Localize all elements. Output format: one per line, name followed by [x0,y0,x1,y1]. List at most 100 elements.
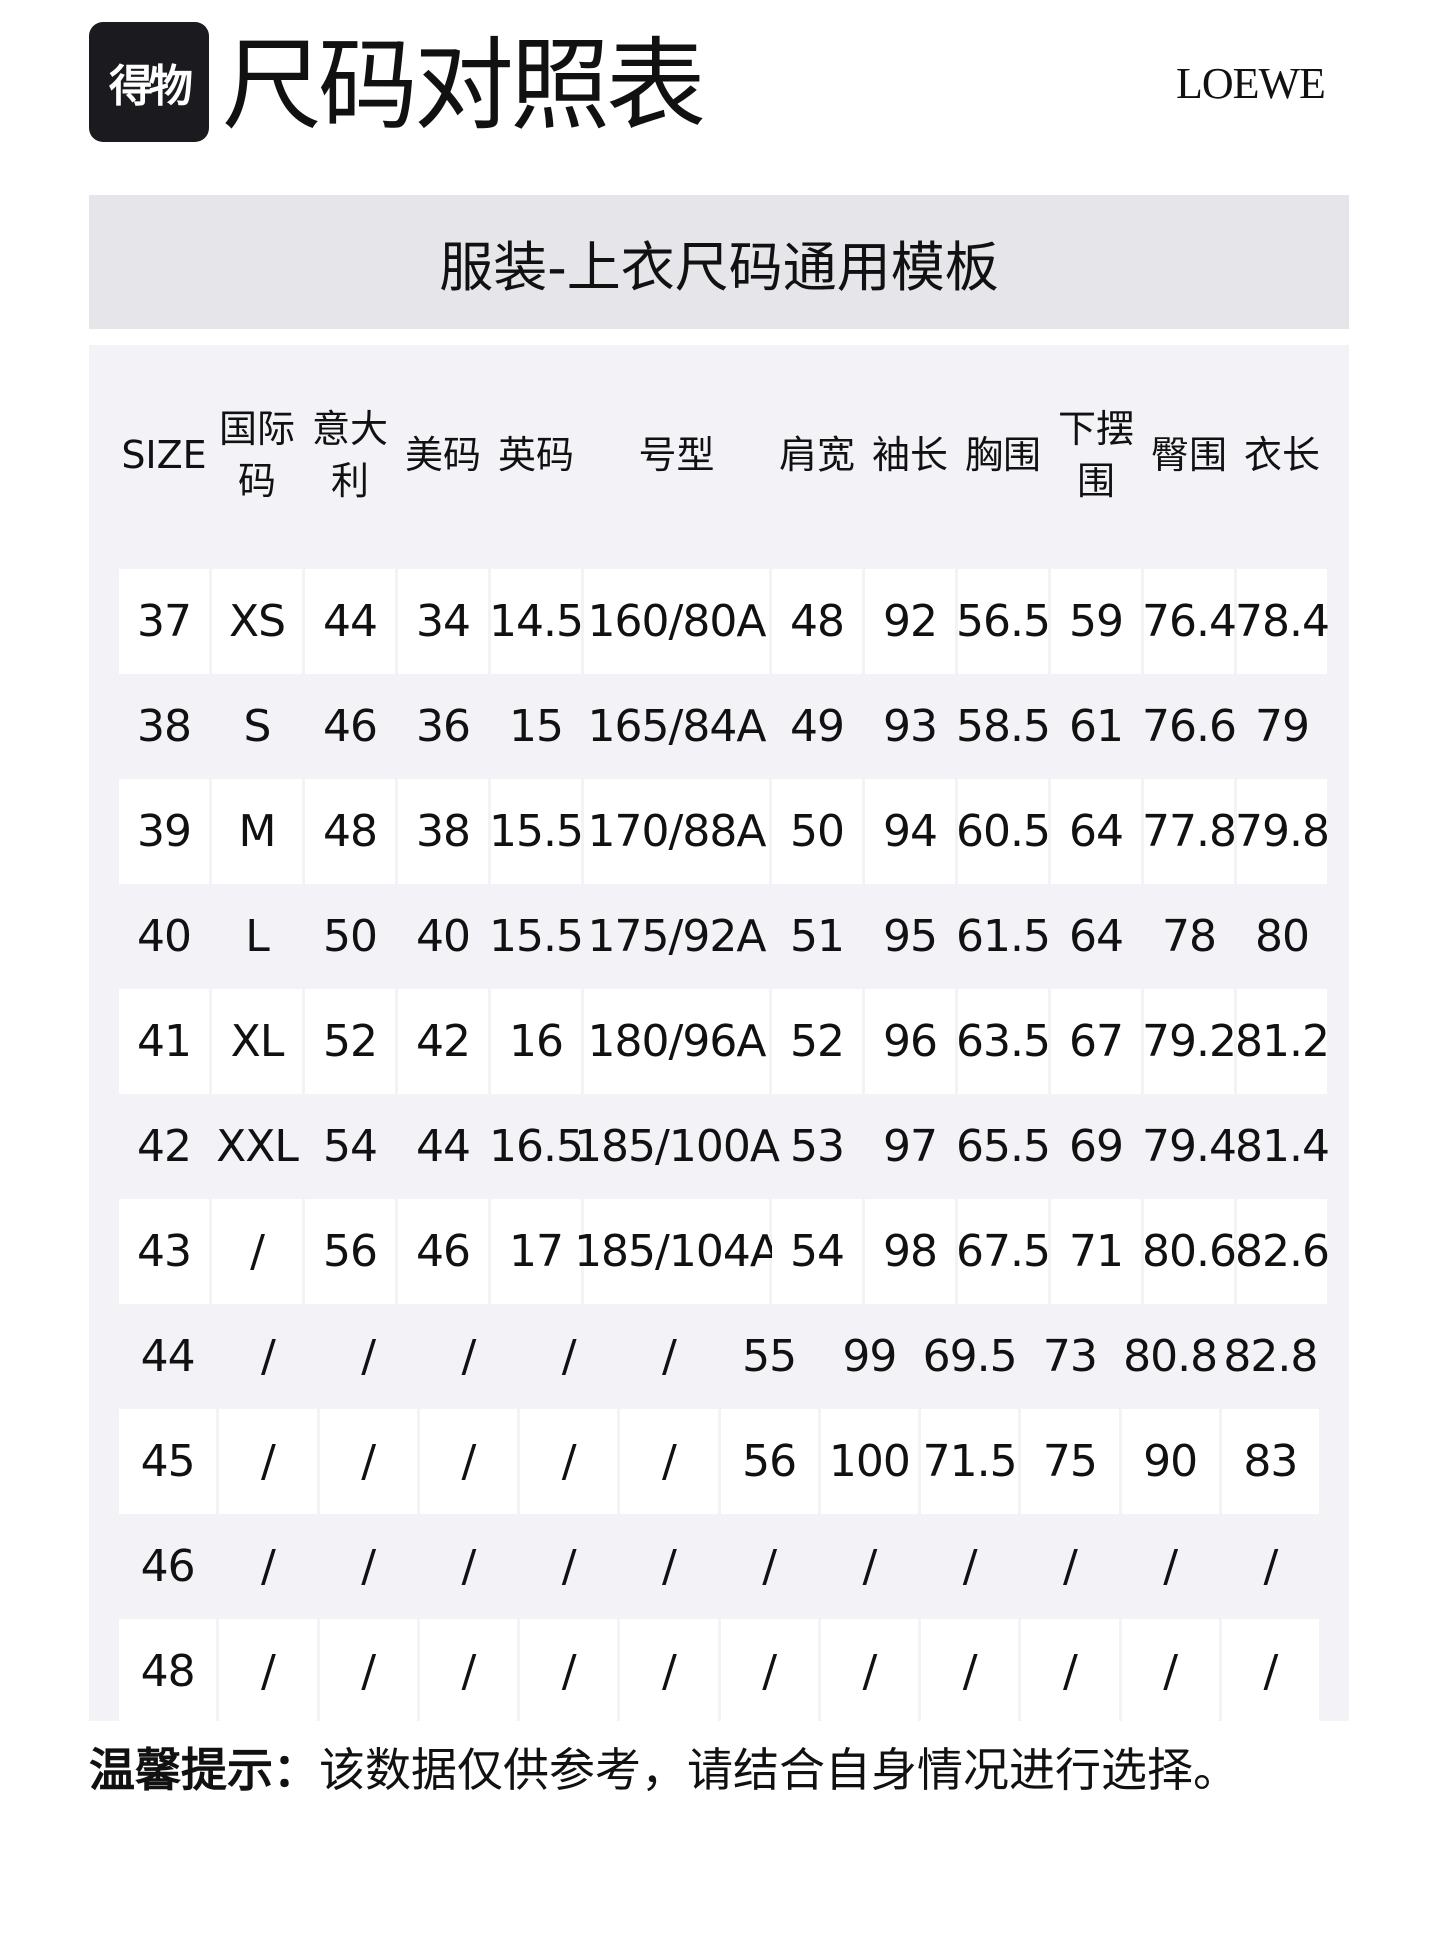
table-cell: / [720,1619,818,1721]
table-cell: 180/96A [584,989,769,1094]
table-cell: 17 [491,1199,581,1304]
table-cell: 61 [1069,701,1124,752]
table-cell: / [921,1619,1019,1721]
column-header: 美码 [404,433,481,477]
table-cell: 92 [865,569,955,674]
table-cell: 80.8 [1123,1331,1218,1382]
table-cell: 73 [1042,1331,1098,1382]
table-cell: M [212,779,302,884]
table-cell: / [319,1619,417,1721]
table-cell: 42 [137,1121,192,1172]
footnote: 温馨提示：该数据仅供参考，请结合自身情况进行选择。 [89,1740,1239,1800]
table-cell: / [862,1541,877,1592]
table-cell: 95 [883,911,938,962]
table-cell: 67 [1051,989,1141,1094]
table-cell: 15.5 [489,779,584,884]
table-cell: 15.5 [489,911,584,962]
table-cell: / [762,1541,777,1592]
table-cell: 81.4 [1235,1121,1330,1172]
table-cell: 97 [883,1121,938,1172]
table-cell: / [1121,1619,1219,1721]
table-cell: / [620,1619,718,1721]
column-header: SIZE [121,433,207,477]
table-title-banner: 服装-上衣尺码通用模板 [89,195,1349,329]
table-cell: / [260,1331,276,1382]
column-header: 下摆 围 [1057,407,1134,503]
table-cell: 79.2 [1142,989,1237,1094]
table-cell: 77.8 [1142,779,1237,884]
table-cell: / [461,1541,476,1592]
table-cell: / [1263,1541,1278,1592]
table-cell: 75 [1021,1409,1119,1514]
table-cell: 160/80A [584,569,769,674]
table-cell: / [219,1409,317,1514]
table-cell: 81.2 [1235,989,1330,1094]
table-row: 42 XXL 54 44 16.5 185/100A 53 97 65.5 69 79.4 81.4 [119,1094,1330,1199]
table-cell: / [361,1331,376,1382]
table-cell: 78.4 [1235,569,1330,674]
table-cell: 83 [1221,1409,1319,1514]
table-cell: 79.8 [1235,779,1330,884]
table-row: 39 M 48 38 15.5 170/88A 50 94 60.5 64 77.8 79.8 [119,779,1330,884]
table-cell: 99 [842,1331,897,1382]
table-cell: 79 [1255,701,1310,752]
table-cell: / [260,1541,276,1592]
table-cell: 71.5 [921,1409,1019,1514]
column-header: 袖长 [871,433,948,477]
table-cell: 185/104A [574,1199,780,1304]
column-header: 肩宽 [778,433,855,477]
table-cell: 50 [323,911,378,962]
table-cell: 39 [119,779,209,884]
size-table: SIZE 国际 码意大 利美码 英码 号型 肩宽 袖长 胸围 下摆 围臀围 衣长 37 XS 44 3… [89,345,1349,1721]
table-row: 41 XL 52 42 16 180/96A 52 96 63.5 67 79.2 81.2 [119,989,1330,1094]
table-title: 服装-上衣尺码通用模板 [439,235,999,299]
table-cell: / [419,1619,517,1721]
table-cell: 76.4 [1142,569,1237,674]
table-cell: 64 [1069,911,1124,962]
table-cell: XXL [216,1121,299,1172]
table-cell: 79.4 [1142,1121,1237,1172]
table-cell: 80 [1255,911,1310,962]
table-cell: 54 [772,1199,862,1304]
table-cell: 69 [1069,1121,1124,1172]
table-cell: 56 [305,1199,395,1304]
table-cell: / [319,1409,417,1514]
table-cell: 78 [1162,911,1217,962]
table-row: 46 / / / / / / / / / / / [119,1514,1319,1619]
table-cell: 63.5 [956,989,1051,1094]
table-cell: 56 [720,1409,818,1514]
table-cell: 48 [119,1619,217,1721]
table-row: 45// / //56 100 71.5 75 90 83 [119,1409,1319,1514]
table-cell: 51 [790,911,845,962]
table-cell: 15 [509,701,564,752]
table-cell: 170/88A [584,779,769,884]
table-cell: 90 [1121,1409,1219,1514]
table-cell: 46 [398,1199,488,1304]
table-cell: / [520,1619,618,1721]
table-row: 37 XS 44 34 14.5 160/80A 48 92 56.5 59 76.4 78.4 [119,569,1330,674]
table-cell: 40 [416,911,471,962]
table-cell: / [212,1199,302,1304]
table-cell: 16 [491,989,581,1094]
page-title: 尺码对照表 [222,27,706,144]
table-cell: 165/84A [587,701,767,752]
table-row: 44 / / / / / 55 99 69.5 73 80.8 82.8 [119,1304,1319,1409]
table-cell: 98 [865,1199,955,1304]
table-cell: 94 [865,779,955,884]
footnote-text: 该数据仅供参考，请结合自身情况进行选择。 [319,1743,1239,1797]
table-cell: / [219,1619,317,1721]
table-row: 48// / / / / / / / / / [119,1619,1319,1721]
table-cell: 45 [119,1409,217,1514]
table-cell: 52 [772,989,862,1094]
table-cell: 14.5 [489,569,584,674]
table-cell: 16.5 [489,1121,584,1172]
table-cell: 76.6 [1142,701,1237,752]
table-cell: 42 [398,989,488,1094]
table-cell: L [245,911,270,962]
table-cell: 48 [305,779,395,884]
table-row: 38 S 46 36 15 165/84A 49 93 58.5 61 76.6 79 [119,674,1319,779]
footnote-label: 温馨提示： [89,1743,319,1797]
table-cell: / [561,1541,577,1592]
table-cell: 37 [119,569,209,674]
table-cell: 46 [140,1541,196,1592]
